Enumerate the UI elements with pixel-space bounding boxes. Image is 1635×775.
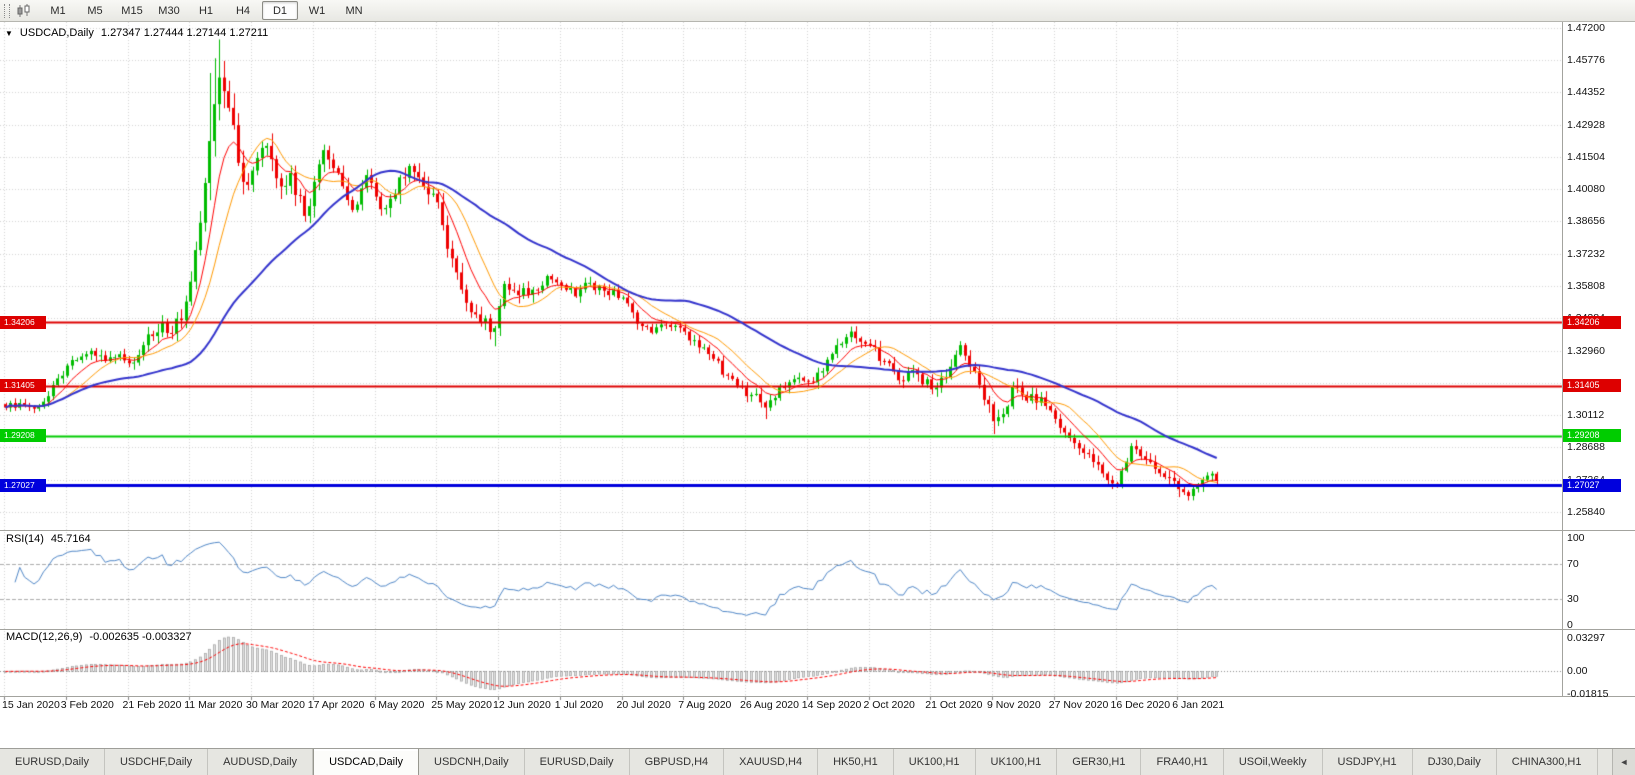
timeframe-button-d1[interactable]: D1 <box>262 1 298 20</box>
pane-separator[interactable] <box>0 696 1635 697</box>
chart-tab-ger30-h1[interactable]: GER30,H1 <box>1057 749 1142 775</box>
price-axis-border <box>1562 22 1563 696</box>
chart-tab-china300-h1[interactable]: CHINA300,H1 <box>1496 749 1598 775</box>
chart-tab-usdcnh-daily[interactable]: USDCNH,Daily <box>419 749 525 775</box>
chart-tab-uk100-h1[interactable]: UK100,H1 <box>975 749 1058 775</box>
price-axis[interactable] <box>1562 22 1635 696</box>
pane-separator[interactable] <box>0 530 1635 531</box>
chart-tab-fra40-h1[interactable]: FRA40,H1 <box>1141 749 1224 775</box>
timeframe-button-h4[interactable]: H4 <box>235 4 251 17</box>
timeframe-button-w1[interactable]: W1 <box>308 4 326 17</box>
chart-tab-dj30-daily[interactable]: DJ30,Daily <box>1412 749 1497 775</box>
chart-tab-usoil[interactable]: USOil, <box>1597 749 1612 775</box>
chart-tab-eurusd-daily[interactable]: EURUSD,Daily <box>524 749 630 775</box>
pane-separator[interactable] <box>0 629 1635 630</box>
date-axis[interactable] <box>0 697 1562 715</box>
tab-scroll-left-button[interactable]: ◄ <box>1612 749 1635 775</box>
timeframe-button-m5[interactable]: M5 <box>87 4 103 17</box>
chart-tab-hk50-h1[interactable]: HK50,H1 <box>818 749 894 775</box>
chart-tab-bar: EURUSD,Daily USDCHF,Daily AUDUSD,Daily USDC… <box>0 748 1635 775</box>
rsi-pane[interactable] <box>0 531 1562 629</box>
timeframe-buttons: M1 M5 M15 M30 H1 H4 D1 W1 MN <box>40 1 373 20</box>
chart-tab-usdjpy-h1[interactable]: USDJPY,H1 <box>1322 749 1413 775</box>
timeframe-button-h1[interactable]: H1 <box>198 4 214 17</box>
chart-tabs: EURUSD,Daily USDCHF,Daily AUDUSD,Daily USDC… <box>0 749 1612 775</box>
price-chart-canvas[interactable] <box>0 22 1635 748</box>
chart-tab-xauusd-h4[interactable]: XAUUSD,H4 <box>724 749 819 775</box>
macd-pane[interactable] <box>0 630 1562 696</box>
timeframe-button-mn[interactable]: MN <box>345 4 363 17</box>
chart-tab-usdchf-daily[interactable]: USDCHF,Daily <box>104 749 209 775</box>
timeframe-button-m30[interactable]: M30 <box>158 4 180 17</box>
chart-tab-gbpusd-h4[interactable]: GBPUSD,H4 <box>629 749 725 775</box>
chart-tab-uk100-h1[interactable]: UK100,H1 <box>893 749 976 775</box>
chart-tab-usdcad-daily[interactable]: USDCAD,Daily <box>313 749 420 775</box>
chart-tab-usoil-weekly[interactable]: USOil,Weekly <box>1223 749 1323 775</box>
toolbar-drag-handle[interactable] <box>4 3 10 18</box>
timeframe-button-m1[interactable]: M1 <box>50 4 66 17</box>
periodicity-toolbar: M1 M5 M15 M30 H1 H4 D1 W1 MN <box>0 0 1635 22</box>
main-chart-pane[interactable] <box>0 22 1562 530</box>
chart-tab-eurusd-daily[interactable]: EURUSD,Daily <box>0 749 105 775</box>
candlestick-chart-icon[interactable] <box>15 3 33 19</box>
chart-tab-audusd-daily[interactable]: AUDUSD,Daily <box>208 749 314 775</box>
timeframe-button-m15[interactable]: M15 <box>121 4 143 17</box>
